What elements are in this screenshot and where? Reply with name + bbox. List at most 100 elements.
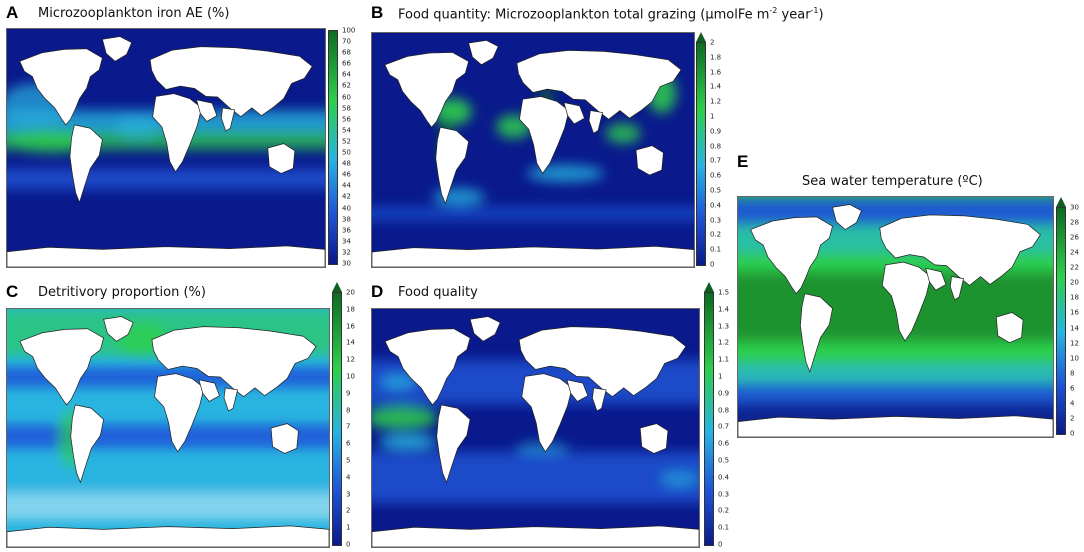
colorbar-tick-label: 0.4: [718, 473, 730, 482]
colorbar-tick-label: 52: [342, 137, 351, 146]
colorbar-ticks: 2 1.8 1.6 1.4 1.2 1 0.9 0.8 0.7 0.6 0.5 0.4 0.3 0.2 0.…: [710, 38, 736, 268]
colorbar-extend-arrow: [696, 32, 706, 42]
colorbar-tick-label: 1.4: [710, 82, 722, 91]
map-sea-temperature: [737, 196, 1054, 438]
colorbar-tick-label: 20: [1070, 278, 1079, 287]
ocean-feature: [378, 434, 438, 450]
colorbar-total-grazing: 2 1.8 1.6 1.4 1.2 1 0.9 0.8 0.7 0.6 0.5 0.4 0.3 0.2 0.…: [696, 32, 721, 268]
colorbar-tick-label: 1.8: [710, 53, 722, 62]
land-india: [223, 387, 238, 412]
map-canvas: [372, 309, 699, 547]
colorbar-tick-label: 0.8: [718, 406, 730, 415]
colorbar-tick-label: 22: [1070, 263, 1079, 272]
colorbar-extend-arrow: [704, 282, 714, 292]
land-antarctica: [7, 525, 329, 547]
colorbar-tick-label: 38: [342, 215, 351, 224]
colorbar-tick-label: 10: [1070, 354, 1079, 363]
colorbar-tick-label: 10: [346, 372, 355, 381]
colorbar-tick-label: 100: [342, 26, 356, 35]
colorbar-tick-label: 1: [718, 372, 723, 381]
colorbar-tick-label: 3: [346, 490, 351, 499]
map-iron-ae: [6, 28, 326, 268]
land-south-america: [70, 404, 104, 484]
colorbar-tick-label: 12: [346, 355, 355, 364]
colorbar-ticks: 1.5 1.4 1.3 1.2 1.1 1 0.9 0.8 0.7 0.6 0.5 0.4 0.3 0.2…: [718, 288, 744, 548]
colorbar-tick-label: 0.2: [710, 230, 722, 239]
land-africa: [154, 373, 205, 453]
colorbar-food-quality: 1.5 1.4 1.3 1.2 1.1 1 0.9 0.8 0.7 0.6 0.5 0.4 0.3 0.2…: [704, 282, 729, 548]
ocean-feature: [372, 451, 699, 503]
colorbar-tick-label: 0.3: [710, 216, 722, 225]
ocean-feature: [659, 470, 699, 488]
colorbar-tick-label: 2: [346, 506, 351, 515]
land-antarctica: [738, 415, 1053, 437]
colorbar-iron-ae: 100 70 68 66 64 62 60 58 56 54 52 50 48 46 44 42 40 38 36 3…: [328, 27, 355, 267]
map-detritivory: [6, 308, 330, 548]
colorbar-sea-temperature: 30 28 26 24 22 20 18 16 14 12 10 8 6 4 2 0: [1056, 197, 1079, 437]
land-greenland: [103, 316, 134, 342]
colorbar-tick-label: 0.4: [710, 201, 722, 210]
colorbar-tick-label: 5: [346, 456, 351, 465]
land-europe-asia: [516, 50, 682, 120]
land-india: [588, 110, 603, 134]
colorbar-tick-label: 42: [342, 192, 351, 201]
colorbar-tick-label: 9: [346, 389, 351, 398]
colorbar-tick-label: 50: [342, 148, 351, 157]
colorbar-tick-label: 0: [718, 540, 723, 549]
colorbar-ticks: 100 70 68 66 64 62 60 58 56 54 52 50 48 46 44 42 40 38 36 3…: [342, 26, 368, 267]
colorbar-tick-label: 0.2: [718, 506, 730, 515]
land-north-america: [384, 52, 470, 128]
colorbar-tick-label: 68: [342, 48, 351, 57]
panel-label-a: A: [6, 3, 19, 22]
colorbar-tick-label: 0.1: [718, 523, 730, 532]
colorbar-tick-label: 0.1: [710, 245, 722, 254]
land-australia: [639, 423, 669, 454]
colorbar-tick-label: 2: [710, 38, 715, 47]
colorbar-tick-label: 26: [1070, 233, 1079, 242]
colorbar-tick-label: 12: [1070, 339, 1079, 348]
land-europe-asia: [151, 326, 317, 398]
land-india: [949, 276, 964, 301]
land-arabia: [196, 99, 218, 122]
colorbar-tick-label: 0: [710, 260, 715, 269]
land-north-america: [750, 216, 833, 295]
ocean-feature: [605, 123, 641, 144]
ocean-feature: [380, 375, 417, 389]
colorbar-tick-label: 18: [346, 305, 355, 314]
colorbar-tick-label: 0.7: [718, 422, 730, 431]
colorbar-tick-label: 30: [1070, 203, 1079, 212]
panel-title-e: Sea water temperature (ºC): [802, 174, 983, 189]
colorbar-tick-label: 58: [342, 104, 351, 113]
colorbar-tick-label: 1.6: [710, 68, 722, 77]
land-arabia: [566, 379, 589, 402]
panel-title-c: Detritivory proportion (%): [38, 285, 206, 300]
colorbar-tick-label: 36: [342, 226, 351, 235]
colorbar-tick-label: 64: [342, 70, 351, 79]
colorbar-tick-label: 1: [346, 523, 351, 532]
ocean-feature: [526, 165, 604, 182]
land-antarctica: [7, 245, 325, 267]
colorbar-tick-label: 1.5: [718, 288, 730, 297]
colorbar-tick-label: 34: [342, 237, 351, 246]
colorbar-detritivory: 20 18 16 14 12 10 9 8 7 6 5 4 3 2 1 0: [332, 282, 355, 548]
colorbar-ticks: 30 28 26 24 22 20 18 16 14 12 10 8 6 4 2 0: [1070, 203, 1084, 437]
ocean-feature: [7, 492, 329, 520]
colorbar-tick-label: 1.4: [718, 305, 730, 314]
colorbar-tick-label: 44: [342, 181, 351, 190]
colorbar-tick-label: 6: [346, 439, 351, 448]
panel-label-d: D: [371, 282, 384, 301]
land-africa: [881, 261, 932, 342]
colorbar-tick-label: 0.5: [718, 456, 730, 465]
colorbar-tick-label: 0: [1070, 429, 1075, 438]
panel-title-b: Food quantity: Microzooplankton total gr…: [398, 6, 824, 23]
land-india: [220, 107, 236, 132]
colorbar-tick-label: 4: [346, 473, 351, 482]
colorbar-tick-label: 54: [342, 126, 351, 135]
colorbar-tick-label: 56: [342, 115, 351, 124]
colorbar-tick-label: 18: [1070, 293, 1079, 302]
colorbar-tick-label: 0.9: [710, 127, 722, 136]
land-europe-asia: [149, 46, 313, 118]
colorbar-tick-label: 32: [342, 248, 351, 257]
land-africa: [519, 96, 570, 175]
colorbar-tick-label: 14: [346, 338, 355, 347]
